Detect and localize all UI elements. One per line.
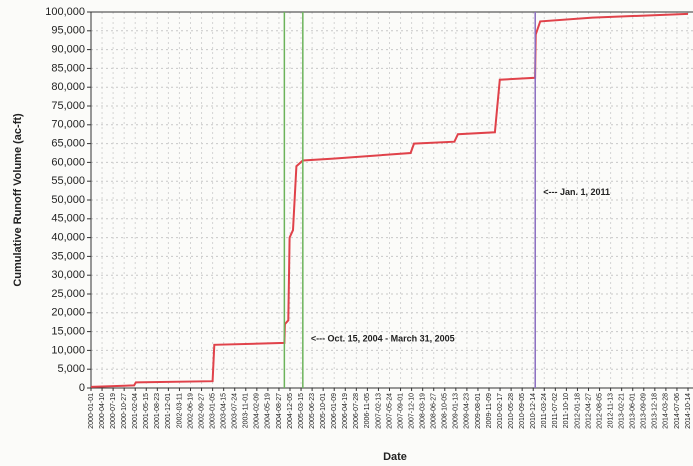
- x-tick-label: 2013-09-09: [641, 393, 648, 429]
- x-tick-label: 2004-05-19: [265, 393, 272, 429]
- x-tick-label: 2013-06-01: [630, 393, 637, 429]
- x-tick-label: 2004-02-09: [254, 393, 261, 429]
- x-tick-label: 2011-07-02: [552, 393, 559, 428]
- x-tick-label: 2001-02-04: [132, 393, 139, 429]
- x-tick-label: 2003-11-01: [243, 393, 250, 428]
- x-tick-label: 2007-02-13: [375, 393, 382, 429]
- x-tick-label: 2000-10-27: [121, 393, 128, 429]
- y-tick-label: 60,000: [51, 156, 85, 168]
- x-tick-label: 2004-08-27: [276, 393, 283, 429]
- x-tick-label: 2008-03-19: [420, 393, 427, 429]
- y-tick-label: 95,000: [51, 25, 85, 37]
- y-tick-label: 50,000: [51, 194, 85, 206]
- x-tick-label: 2003-07-24: [232, 393, 239, 429]
- y-tick-label: 45,000: [51, 213, 85, 225]
- y-tick-label: 0: [79, 382, 85, 394]
- x-tick-label: 2009-01-13: [453, 393, 460, 429]
- x-tick-label: 2012-08-05: [596, 393, 603, 429]
- x-tick-label: 2006-01-09: [331, 393, 338, 429]
- y-tick-label: 10,000: [51, 344, 85, 356]
- y-tick-label: 55,000: [51, 175, 85, 187]
- x-tick-label: 2002-09-27: [198, 393, 205, 429]
- x-tick-label: 2002-03-11: [176, 393, 183, 428]
- y-tick-label: 80,000: [51, 81, 85, 93]
- x-tick-label: 2005-06-23: [309, 393, 316, 429]
- x-tick-label: 2011-10-10: [563, 393, 570, 428]
- annotation: <--- Jan. 1, 2011: [543, 187, 610, 197]
- x-tick-label: 2007-12-10: [408, 393, 415, 429]
- y-tick-label: 65,000: [51, 138, 85, 150]
- x-tick-label: 2000-07-19: [110, 393, 117, 429]
- x-tick-label: 2000-01-01: [88, 393, 95, 429]
- y-tick-label: 5,000: [57, 363, 85, 375]
- x-tick-label: 2000-04-10: [99, 393, 106, 429]
- y-tick-label: 30,000: [51, 269, 85, 281]
- x-tick-label: 2014-03-28: [663, 393, 670, 429]
- y-tick-label: 85,000: [51, 62, 85, 74]
- x-tick-label: 2009-08-01: [475, 393, 482, 429]
- y-tick-label: 35,000: [51, 250, 85, 262]
- data-line: [90, 12, 689, 388]
- y-tick-label: 20,000: [51, 307, 85, 319]
- y-tick-label: 70,000: [51, 119, 85, 131]
- x-tick-label: 2008-10-05: [442, 393, 449, 429]
- y-tick-label: 90,000: [51, 44, 85, 56]
- x-tick-label: 2010-12-14: [530, 393, 537, 429]
- x-tick-label: 2014-07-06: [674, 393, 681, 429]
- x-tick-label: 2001-08-23: [154, 393, 161, 429]
- y-tick-label: 15,000: [51, 326, 85, 338]
- y-axis-label: Cumulative Runoff Volume (ac-ft): [12, 113, 24, 287]
- x-tick-label: 2006-11-05: [364, 393, 371, 428]
- x-tick-label: 2005-03-15: [298, 393, 305, 429]
- x-tick-label: 2010-02-17: [497, 393, 504, 429]
- x-tick-label: 2001-12-01: [165, 393, 172, 429]
- x-tick-label: 2003-01-05: [209, 393, 216, 429]
- x-tick-label: 2012-01-18: [574, 393, 581, 429]
- x-tick-label: 2009-04-23: [464, 393, 471, 429]
- y-tick-label: 100,000: [45, 6, 85, 18]
- x-tick-label: 2013-12-18: [652, 393, 659, 429]
- x-tick-label: 2008-06-27: [431, 393, 438, 429]
- y-tick-label: 75,000: [51, 100, 85, 112]
- x-tick-label: 2010-05-28: [508, 393, 515, 429]
- annotation: <--- Oct. 15, 2004 - March 31, 2005: [311, 333, 455, 343]
- y-tick-label: 40,000: [51, 232, 85, 244]
- x-tick-label: 2002-06-19: [187, 393, 194, 429]
- x-tick-label: 2007-09-01: [397, 393, 404, 429]
- y-tick-label: 25,000: [51, 288, 85, 300]
- x-tick-label: 2012-11-13: [607, 393, 614, 428]
- x-tick-label: 2013-02-21: [619, 393, 626, 429]
- x-tick-label: 2003-04-15: [221, 393, 228, 429]
- x-tick-label: 2001-05-15: [143, 393, 150, 429]
- x-tick-label: 2011-03-24: [541, 393, 548, 428]
- x-tick-label: 2010-09-05: [519, 393, 526, 429]
- x-tick-label: 2009-11-09: [486, 393, 493, 428]
- x-tick-label: 2004-12-05: [287, 393, 294, 429]
- x-tick-label: 2012-04-27: [585, 393, 592, 429]
- x-tick-label: 2014-10-14: [685, 393, 692, 429]
- x-axis-label: Date: [383, 451, 407, 463]
- x-tick-label: 2005-10-01: [320, 393, 327, 429]
- x-tick-label: 2006-07-28: [353, 393, 360, 429]
- x-tick-label: 2006-04-19: [342, 393, 349, 429]
- x-tick-label: 2007-05-24: [386, 393, 393, 429]
